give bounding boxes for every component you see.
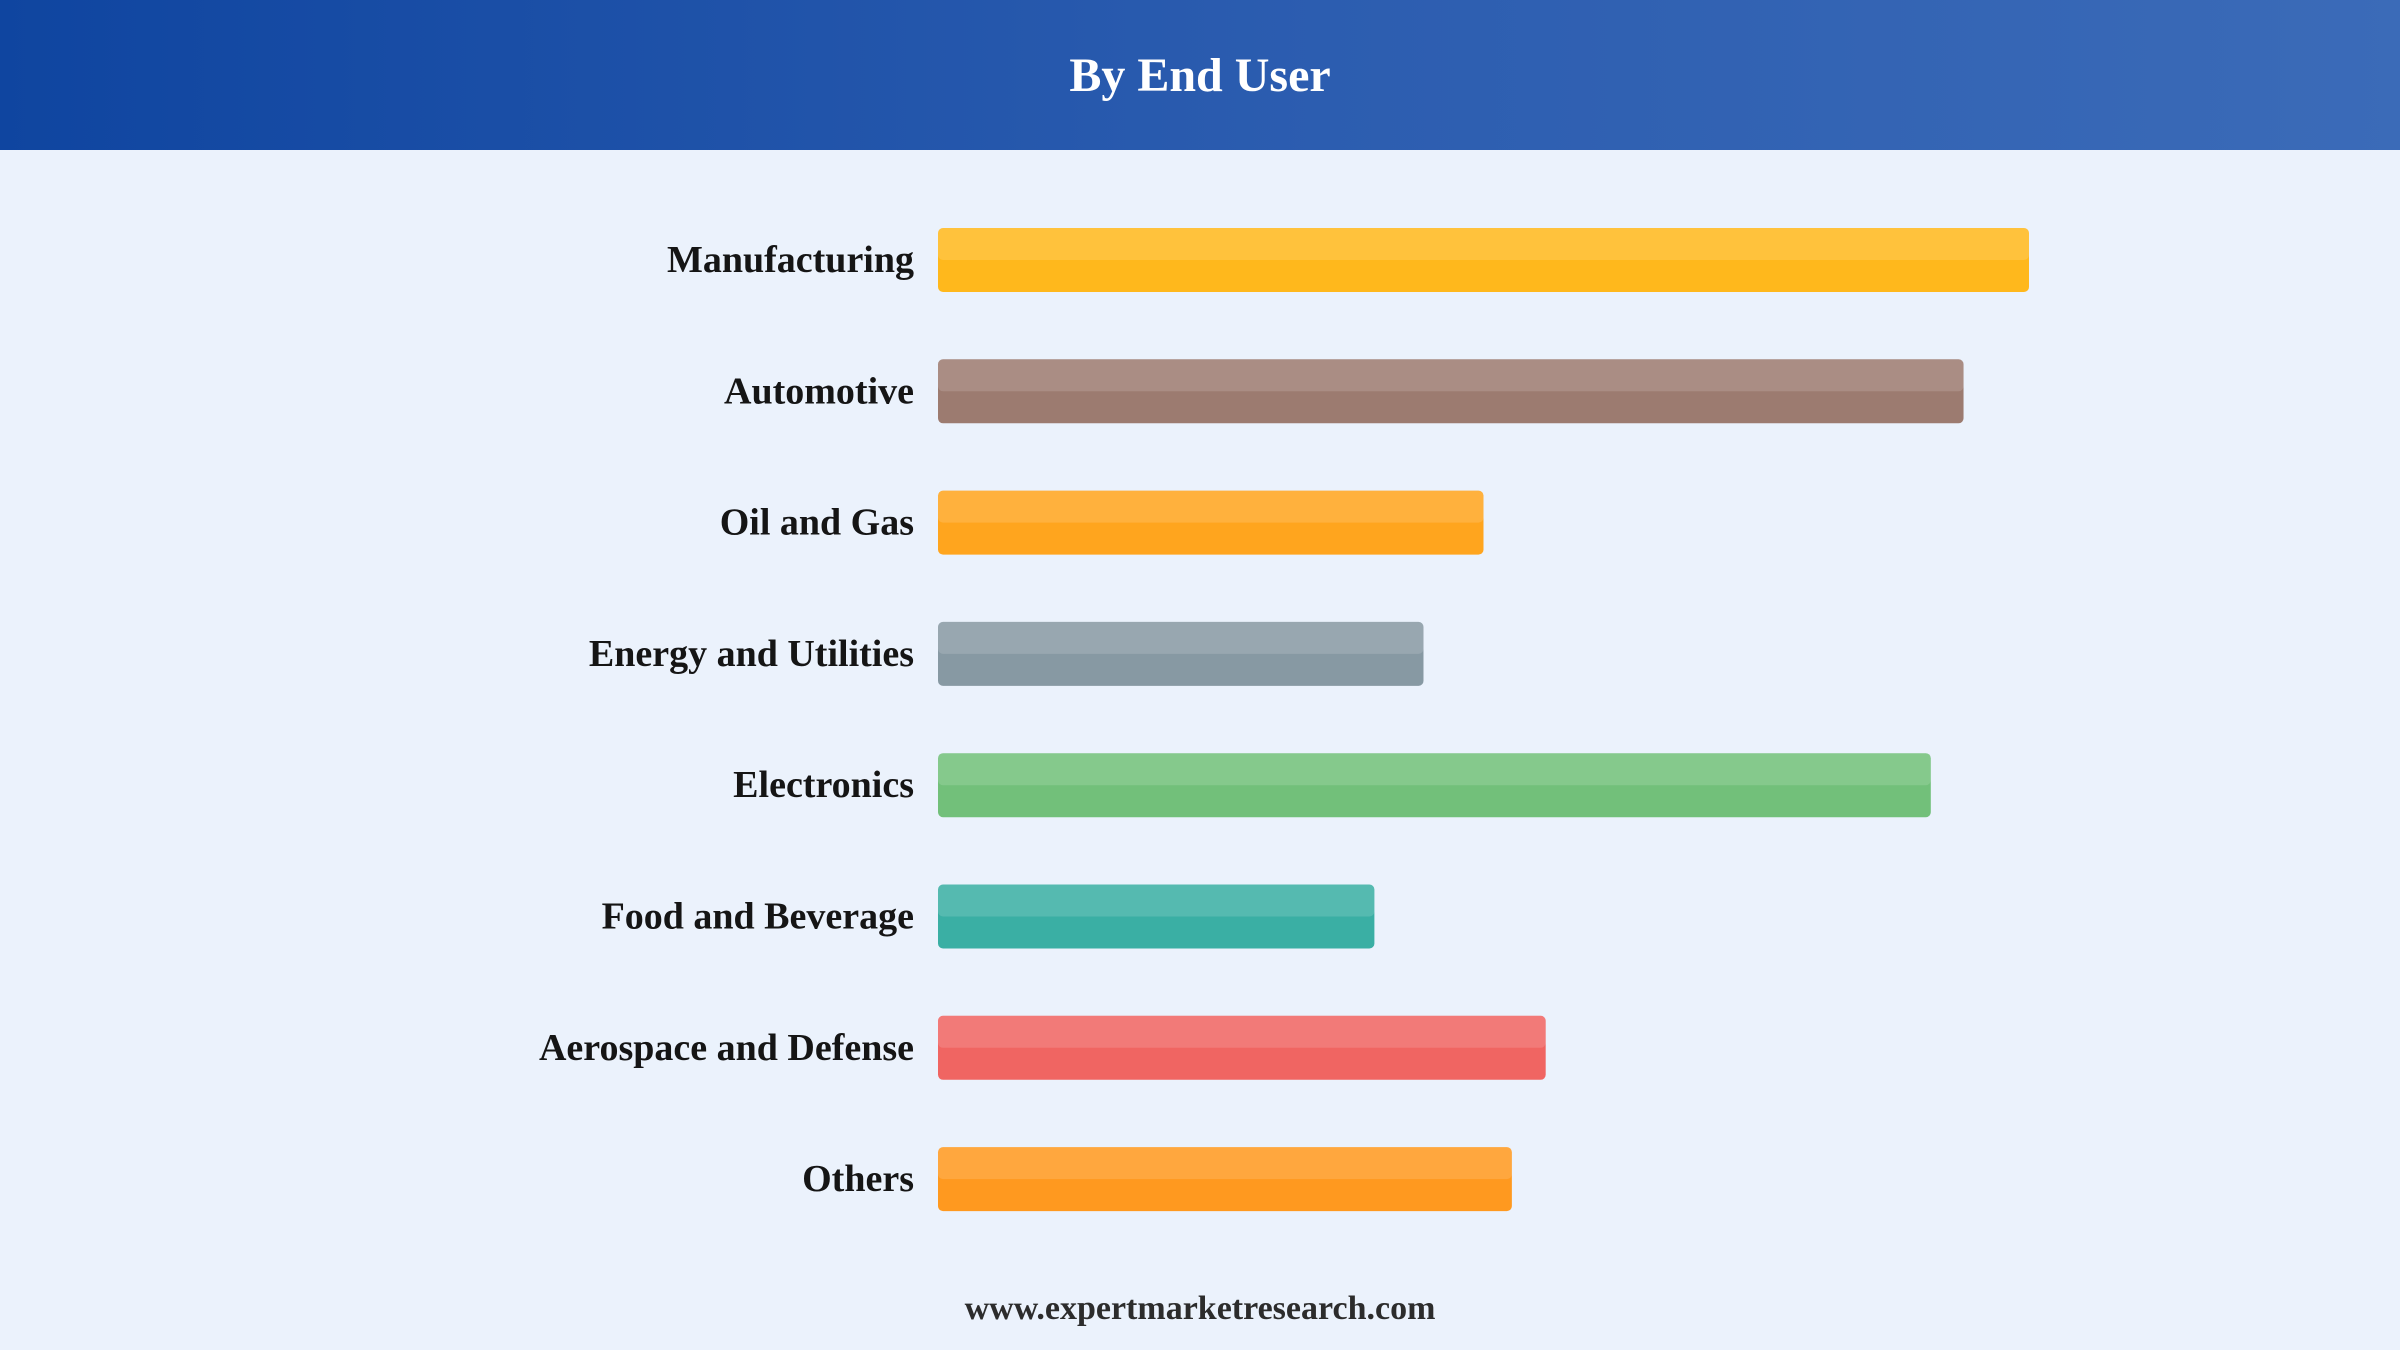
bar-rect-automotive	[938, 359, 1964, 424]
category-label-electronics: Electronics	[733, 764, 914, 806]
chart-title: By End User	[1069, 48, 1331, 102]
category-label-aerospace-and-defense: Aerospace and Defense	[539, 1027, 914, 1069]
bar-rect-electronics	[938, 753, 1931, 818]
bar-energy-and-utilities	[938, 621, 1424, 686]
bar-rect-aerospace-and-defense	[938, 1015, 1546, 1080]
source-website: www.expertmarketresearch.com	[964, 1290, 1436, 1327]
bar-highlight-food-and-beverage	[938, 884, 1375, 917]
bar-food-and-beverage	[938, 884, 1375, 949]
bar-highlight-oil-and-gas	[938, 490, 1484, 523]
bars-layer	[938, 228, 2029, 1212]
header-banner: By End User	[0, 0, 2400, 150]
bar-rect-others	[938, 1147, 1512, 1212]
bar-manufacturing	[938, 228, 2029, 292]
bar-highlight-energy-and-utilities	[938, 621, 1424, 654]
category-label-oil-and-gas: Oil and Gas	[720, 502, 914, 544]
bar-rect-energy-and-utilities	[938, 621, 1424, 686]
bar-highlight-others	[938, 1147, 1512, 1180]
bar-highlight-electronics	[938, 753, 1931, 786]
bar-rect-food-and-beverage	[938, 884, 1375, 949]
bar-highlight-aerospace-and-defense	[938, 1015, 1546, 1048]
bar-highlight-manufacturing	[938, 228, 2029, 260]
category-label-food-and-beverage: Food and Beverage	[602, 896, 914, 938]
category-label-energy-and-utilities: Energy and Utilities	[589, 633, 914, 675]
bar-oil-and-gas	[938, 490, 1484, 555]
bar-rect-oil-and-gas	[938, 490, 1484, 555]
bar-rect-manufacturing	[938, 228, 2029, 292]
bar-highlight-automotive	[938, 359, 1964, 392]
bar-electronics	[938, 753, 1931, 818]
category-label-automotive: Automotive	[724, 370, 914, 412]
category-label-others: Others	[802, 1158, 914, 1200]
bar-chart: Manufacturing Automotive Oil and Gas Energy…	[539, 228, 2029, 1212]
bar-aerospace-and-defense	[938, 1015, 1546, 1080]
category-label-manufacturing: Manufacturing	[667, 239, 914, 281]
bar-others	[938, 1147, 1512, 1212]
category-labels-layer: Manufacturing Automotive Oil and Gas Energy…	[539, 239, 914, 1200]
bar-automotive	[938, 359, 1964, 424]
